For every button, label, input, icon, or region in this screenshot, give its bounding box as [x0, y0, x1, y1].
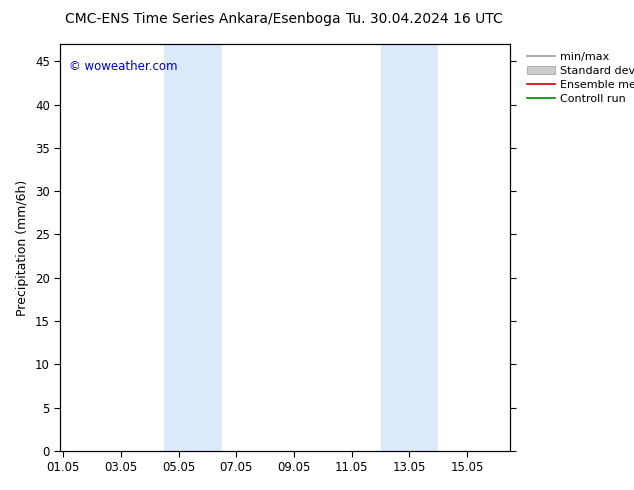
Bar	[380, 44, 438, 451]
Text: CMC-ENS Time Series Ankara/Esenboga: CMC-ENS Time Series Ankara/Esenboga	[65, 12, 340, 26]
Legend: min/max, Standard deviation, Ensemble mean run, Controll run: min/max, Standard deviation, Ensemble me…	[525, 49, 634, 106]
Y-axis label: Precipitation (mm/6h): Precipitation (mm/6h)	[16, 179, 29, 316]
Text: Tu. 30.04.2024 16 UTC: Tu. 30.04.2024 16 UTC	[346, 12, 503, 26]
Bar	[164, 44, 222, 451]
Text: © woweather.com: © woweather.com	[69, 60, 178, 74]
